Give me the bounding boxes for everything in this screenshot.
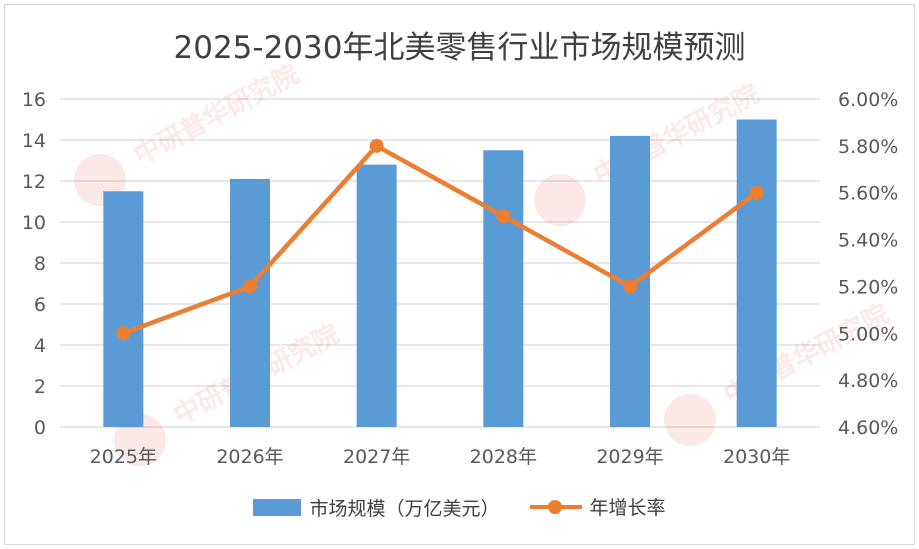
x-tick-label: 2025年 [90,446,157,468]
x-tick-label: 2027年 [343,446,410,468]
left-tick-label: 12 [22,171,46,193]
x-tick-label: 2028年 [470,446,537,468]
bar [103,191,144,427]
watermark-logo [534,174,586,226]
legend-swatch-line [529,498,582,516]
chart-title: 2025-2030年北美零售行业市场规模预测 [173,30,746,66]
right-tick-label: 4.80% [838,370,898,392]
left-tick-label: 8 [34,253,46,275]
line-point [749,185,764,200]
x-tick-label: 2029年 [596,446,663,468]
right-tick-label: 5.80% [838,136,898,158]
x-tick-label: 2030年 [723,446,790,468]
legend-item-line[interactable]: 年增长率 [529,493,666,520]
legend: 市场规模（万亿美元） 年增长率 [0,493,919,521]
left-tick-label: 10 [22,212,46,234]
line-point [116,326,131,341]
line-point [496,209,511,224]
gridlines [60,98,820,428]
right-tick-label: 5.60% [838,183,898,205]
bar [736,119,777,427]
x-tick-label: 2026年 [216,446,283,468]
bar-series [103,119,777,427]
watermark-text: 中研普华研究院 [129,58,304,171]
legend-swatch-bar [253,498,302,516]
left-tick-label: 6 [34,294,46,316]
growth-line [121,143,759,336]
line-point [369,138,384,153]
left-tick-label: 16 [22,89,46,111]
chart-frame [4,4,915,545]
left-tick-label: 0 [34,417,46,439]
legend-item-bar[interactable]: 市场规模（万亿美元） [253,494,499,521]
legend-label-bar: 市场规模（万亿美元） [309,497,500,520]
right-tick-label: 5.00% [838,323,898,345]
bar [356,164,397,427]
line-point [243,279,257,294]
left-tick-label: 4 [34,335,46,357]
right-tick-label: 4.60% [838,417,898,439]
bar [230,178,270,427]
left-axis-ticks: 0 2 4 6 8 10 12 14 16 [22,89,46,439]
right-tick-label: 6.00% [838,89,898,111]
left-tick-label: 2 [34,376,46,398]
x-axis-ticks: 2025年 2026年 2027年 2028年 2029年 2030年 [90,446,791,468]
line-series [116,138,764,341]
right-tick-label: 5.40% [838,230,898,252]
legend-label-line: 年增长率 [589,497,666,519]
right-tick-label: 5.20% [838,276,898,298]
line-point [623,279,637,294]
left-tick-label: 14 [22,130,46,152]
right-axis-ticks: 4.60% 4.80% 5.00% 5.20% 5.40% 5.60% 5.80% 6.00% [838,89,898,439]
bar [483,150,524,427]
watermark-logo [664,394,716,446]
